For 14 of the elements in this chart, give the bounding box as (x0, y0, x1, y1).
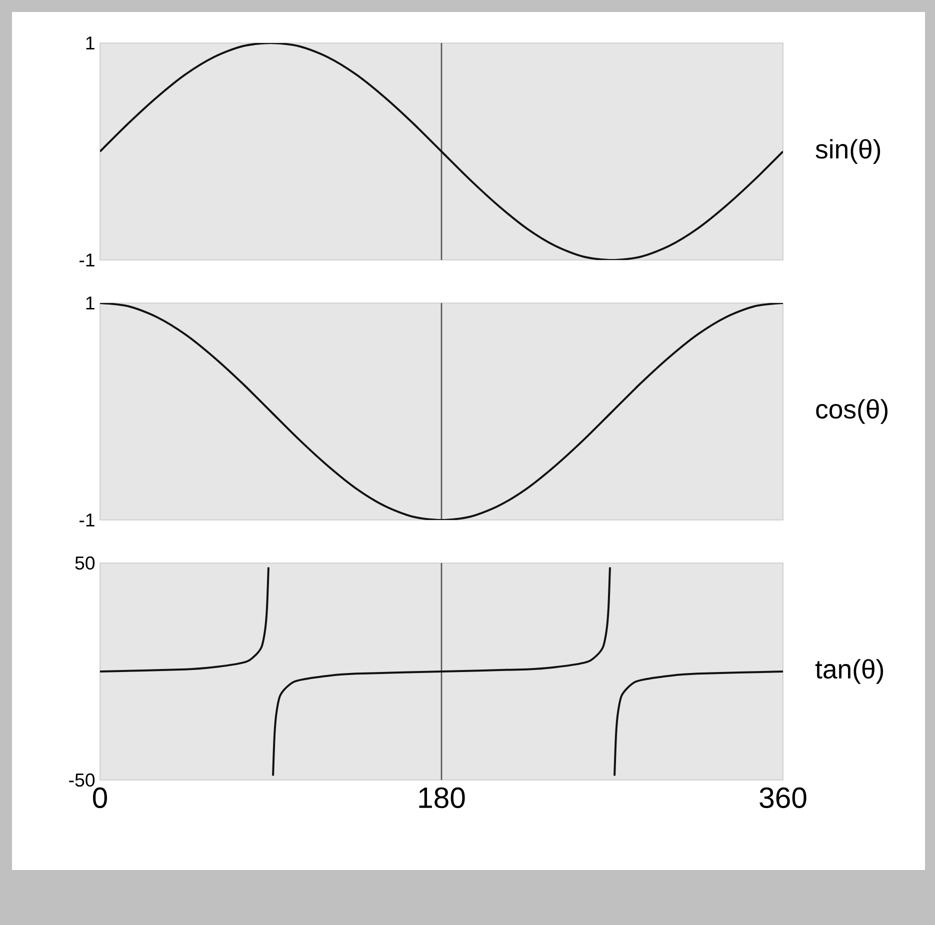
line-series (100, 42, 784, 260)
y-tick-label: 50 (75, 556, 95, 570)
x-tick-label: 0 (92, 787, 108, 808)
x-tick-label: 180 (419, 787, 465, 808)
y-tick-label: -1 (80, 254, 94, 266)
y-tick-label: 1 (86, 296, 94, 310)
y-axis-title: cos(θ) (816, 399, 888, 424)
x-tick-label: 360 (760, 787, 806, 808)
y-tick-label: 1 (86, 36, 94, 50)
y-axis-title: tan(θ) (815, 659, 884, 684)
y-axis-title: sin(θ) (816, 139, 880, 164)
y-tick-label: -50 (69, 773, 95, 787)
line-series (100, 302, 784, 520)
y-tick-label: -1 (80, 514, 94, 526)
